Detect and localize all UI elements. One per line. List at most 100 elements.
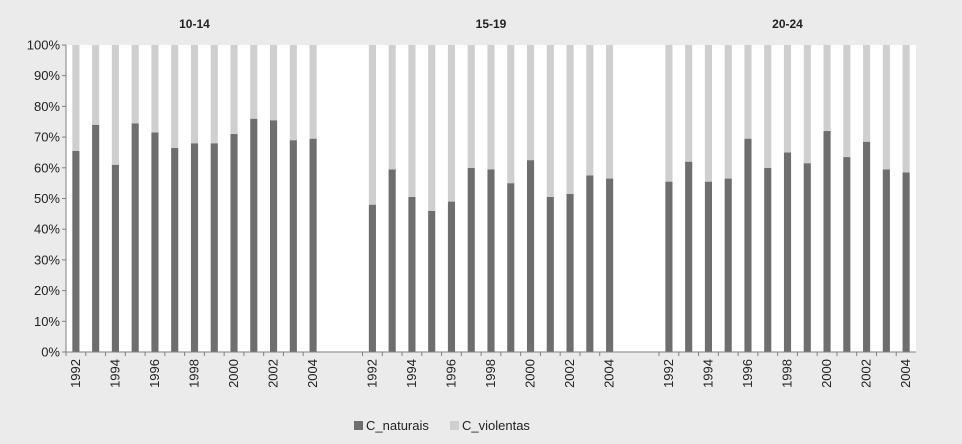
bar-C_naturais-20-24-1992 bbox=[665, 181, 673, 352]
bar-C_naturais-15-19-1999 bbox=[507, 183, 515, 352]
bar-C_naturais-10-14-1992 bbox=[72, 150, 80, 352]
bar-C_violentas-20-24-1998 bbox=[783, 45, 792, 153]
axes-layer: 1992 1994 1996 1998 2000 2002 2004 1992 1994 1996… bbox=[27, 38, 916, 388]
group-titles: 10-14 15-19 20-24 bbox=[179, 17, 803, 31]
y-tick-label: 60% bbox=[34, 160, 60, 175]
bar-C_violentas-15-19-2001 bbox=[546, 45, 554, 197]
group-title-10-14: 10-14 bbox=[179, 17, 210, 31]
y-tick-label: 30% bbox=[34, 252, 60, 267]
x-tick-label: 1992 bbox=[661, 359, 676, 388]
bar-C_violentas-20-24-1999 bbox=[803, 45, 811, 164]
x-tick-label: 1998 bbox=[186, 359, 201, 388]
bar-C_violentas-20-24-1995 bbox=[724, 45, 732, 179]
bar-C_violentas-10-14-1995 bbox=[131, 45, 139, 124]
x-tick-label: 2002 bbox=[266, 359, 281, 388]
bar-C_violentas-15-19-2003 bbox=[586, 45, 594, 176]
legend: C_naturais C_violentas bbox=[354, 418, 530, 433]
x-tick-label: 1992 bbox=[68, 359, 83, 388]
y-tick-label: 0% bbox=[41, 345, 60, 360]
bar-C_violentas-10-14-1999 bbox=[210, 45, 218, 144]
bar-C_naturais-15-19-2000 bbox=[526, 160, 535, 353]
bar-C_violentas-10-14-2004 bbox=[309, 45, 317, 139]
bar-C_naturais-10-14-2000 bbox=[230, 134, 238, 352]
legend-label-C_violentas: C_violentas bbox=[462, 418, 530, 433]
x-tick-label: 1994 bbox=[107, 359, 122, 388]
bar-C_violentas-10-14-1996 bbox=[151, 45, 159, 133]
x-tick-label: 2004 bbox=[305, 359, 320, 388]
y-tick-label: 70% bbox=[34, 130, 60, 145]
bar-C_violentas-15-19-1999 bbox=[507, 45, 515, 184]
bar-C_naturais-15-19-1993 bbox=[388, 169, 396, 352]
bar-C_naturais-10-14-1995 bbox=[131, 123, 139, 352]
bar-C_violentas-20-24-2000 bbox=[823, 45, 831, 131]
bar-C_naturais-10-14-1998 bbox=[190, 143, 199, 352]
bar-C_naturais-20-24-1997 bbox=[764, 167, 772, 352]
bar-C_violentas-20-24-2004 bbox=[902, 45, 910, 173]
bar-C_naturais-20-24-2003 bbox=[882, 169, 890, 352]
x-tick-label: 1998 bbox=[780, 359, 795, 388]
bar-C_naturais-20-24-2000 bbox=[823, 130, 831, 352]
bar-C_naturais-20-24-1999 bbox=[803, 163, 811, 352]
bar-C_violentas-15-19-1992 bbox=[368, 45, 376, 205]
bar-C_naturais-10-14-1996 bbox=[151, 132, 159, 352]
bar-C_naturais-10-14-2002 bbox=[270, 120, 278, 352]
y-tick-label: 50% bbox=[34, 191, 60, 206]
bar-C_naturais-10-14-1994 bbox=[111, 164, 119, 352]
bar-C_naturais-20-24-1995 bbox=[724, 178, 732, 352]
bar-C_naturais-20-24-2004 bbox=[902, 172, 910, 352]
bar-C_violentas-10-14-2002 bbox=[270, 45, 278, 121]
bar-C_violentas-10-14-1997 bbox=[171, 45, 179, 148]
legend-swatch-C_naturais bbox=[354, 421, 363, 430]
bar-C_naturais-20-24-2001 bbox=[843, 157, 851, 352]
y-tick-label: 10% bbox=[34, 314, 60, 329]
bar-C_violentas-15-19-1998 bbox=[487, 45, 495, 170]
bar-C_naturais-10-14-1999 bbox=[210, 143, 218, 352]
bar-C_naturais-10-14-2004 bbox=[309, 138, 317, 352]
x-tick-label: 2002 bbox=[859, 359, 874, 388]
x-tick-label: 2000 bbox=[523, 359, 538, 388]
bar-C_violentas-20-24-1996 bbox=[744, 45, 752, 139]
x-tick-label: 1994 bbox=[700, 359, 715, 388]
x-tick-label: 1994 bbox=[404, 359, 419, 388]
bar-C_violentas-10-14-1998 bbox=[190, 45, 199, 144]
y-tick-label: 40% bbox=[34, 222, 60, 237]
legend-label-C_naturais: C_naturais bbox=[366, 418, 429, 433]
bar-C_naturais-10-14-2001 bbox=[250, 118, 258, 353]
bar-C_violentas-15-19-1993 bbox=[388, 45, 396, 170]
bar-C_naturais-15-19-1995 bbox=[428, 210, 436, 352]
bar-C_naturais-15-19-2003 bbox=[586, 175, 594, 352]
x-tick-label: 1996 bbox=[147, 359, 162, 388]
bar-C_violentas-20-24-1997 bbox=[764, 45, 772, 168]
bars-layer bbox=[72, 45, 910, 353]
bar-C_naturais-15-19-1994 bbox=[408, 196, 416, 352]
bar-C_violentas-15-19-1996 bbox=[447, 45, 456, 202]
bar-C_naturais-10-14-1997 bbox=[171, 147, 179, 352]
bar-C_violentas-15-19-1997 bbox=[467, 45, 475, 168]
x-tick-label: 2002 bbox=[562, 359, 577, 388]
group-title-15-19: 15-19 bbox=[476, 17, 507, 31]
bar-C_naturais-15-19-1997 bbox=[467, 167, 475, 352]
bar-C_violentas-20-24-1992 bbox=[665, 45, 673, 182]
bar-C_violentas-10-14-2000 bbox=[230, 45, 238, 135]
bar-C_naturais-20-24-1996 bbox=[744, 138, 752, 352]
bar-C_naturais-15-19-1998 bbox=[487, 169, 495, 352]
bar-C_violentas-20-24-1993 bbox=[685, 45, 693, 162]
bar-C_violentas-10-14-2003 bbox=[289, 45, 297, 141]
bar-C_violentas-15-19-2002 bbox=[566, 45, 574, 194]
bar-C_violentas-10-14-2001 bbox=[250, 45, 258, 119]
bar-C_violentas-15-19-1994 bbox=[408, 45, 416, 197]
x-tick-label: 1992 bbox=[364, 359, 379, 388]
x-tick-label: 2004 bbox=[898, 359, 913, 388]
bar-C_naturais-15-19-2004 bbox=[606, 178, 614, 352]
bar-C_naturais-20-24-2002 bbox=[863, 141, 871, 352]
bar-C_violentas-10-14-1992 bbox=[72, 45, 80, 151]
bar-C_violentas-15-19-1995 bbox=[428, 45, 436, 211]
bar-C_violentas-20-24-1994 bbox=[704, 45, 712, 182]
x-tick-label: 1996 bbox=[443, 359, 458, 388]
x-tick-label: 1996 bbox=[740, 359, 755, 388]
bar-C_violentas-10-14-1993 bbox=[92, 45, 100, 125]
x-tick-label: 1998 bbox=[483, 359, 498, 388]
bar-C_violentas-20-24-2002 bbox=[863, 45, 871, 142]
